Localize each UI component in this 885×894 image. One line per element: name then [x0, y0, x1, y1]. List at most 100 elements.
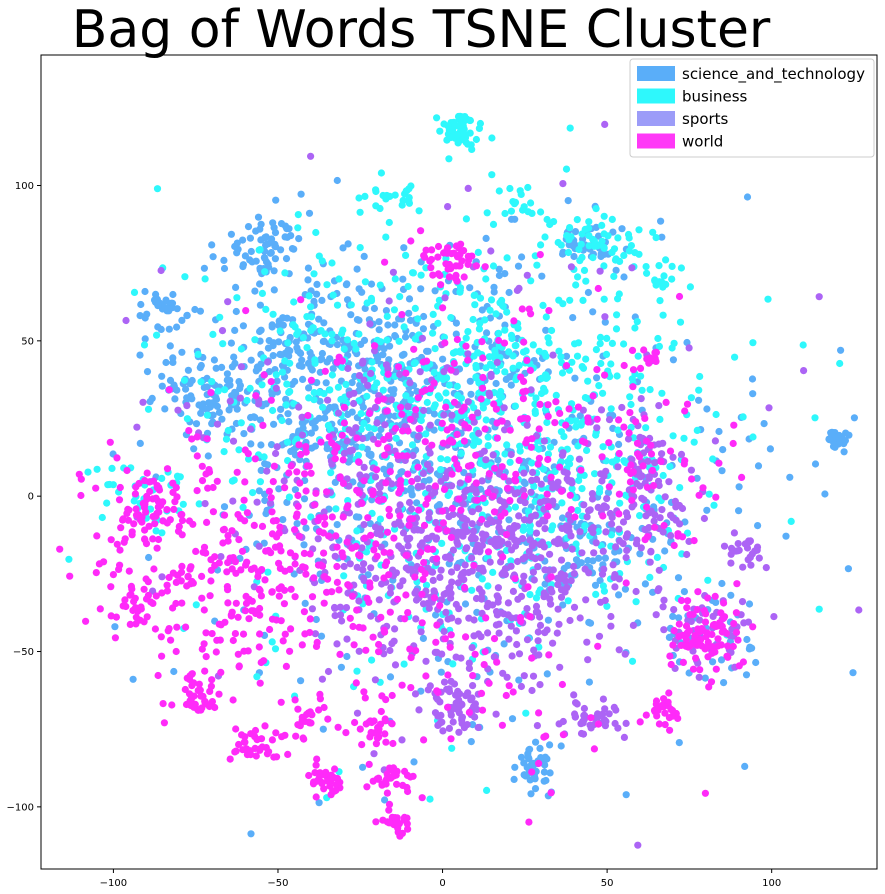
data-point: [403, 771, 412, 780]
data-point: [442, 608, 450, 617]
data-point: [479, 404, 487, 412]
data-point: [598, 237, 606, 245]
data-point: [535, 347, 543, 355]
data-point: [396, 481, 404, 489]
data-point: [328, 513, 336, 521]
data-point: [213, 477, 221, 485]
data-point: [584, 377, 592, 385]
data-point: [264, 344, 272, 352]
data-point: [523, 356, 531, 364]
data-point: [524, 753, 533, 762]
data-point: [207, 577, 215, 585]
data-point: [647, 450, 656, 458]
data-point: [98, 513, 106, 522]
data-point: [462, 215, 470, 223]
data-point: [383, 336, 391, 344]
data-point: [201, 275, 209, 283]
data-point: [333, 578, 341, 587]
data-point: [541, 755, 549, 764]
data-point: [639, 462, 647, 470]
data-point: [403, 535, 411, 543]
data-point: [829, 438, 837, 446]
data-point: [412, 587, 420, 595]
data-point: [368, 656, 376, 664]
data-point: [311, 359, 319, 367]
data-point: [454, 579, 462, 587]
data-point: [599, 547, 607, 555]
data-point: [478, 541, 486, 550]
data-point: [367, 369, 375, 378]
data-point: [331, 612, 339, 620]
data-point: [614, 426, 622, 434]
data-point: [590, 745, 599, 753]
data-point: [588, 490, 597, 498]
data-point: [223, 370, 231, 378]
data-point: [369, 435, 378, 443]
data-point: [224, 426, 232, 435]
data-point: [662, 256, 670, 264]
data-point: [598, 453, 606, 461]
data-point: [754, 462, 763, 470]
data-point: [209, 253, 217, 261]
data-point: [335, 275, 343, 283]
data-point: [338, 363, 346, 371]
data-point: [459, 500, 467, 508]
data-point: [623, 546, 631, 555]
data-point: [141, 335, 149, 343]
data-point: [356, 244, 364, 252]
data-point: [405, 566, 413, 574]
data-point: [437, 281, 445, 289]
data-point: [389, 772, 398, 780]
data-point: [353, 316, 361, 324]
data-point: [258, 289, 266, 297]
data-point: [256, 280, 264, 288]
data-point: [199, 548, 207, 556]
data-point: [468, 554, 476, 562]
data-point: [385, 800, 394, 809]
data-point: [521, 553, 529, 561]
data-point: [203, 435, 211, 443]
data-point: [594, 642, 602, 650]
data-point: [364, 514, 372, 522]
data-point: [220, 525, 228, 534]
data-point: [564, 248, 573, 257]
data-point: [231, 630, 239, 638]
data-point: [675, 739, 683, 747]
data-point: [281, 630, 289, 638]
data-point: [393, 780, 401, 788]
data-point: [247, 830, 255, 838]
data-point: [519, 486, 528, 494]
data-point: [359, 357, 367, 365]
data-point: [615, 449, 623, 458]
data-point: [268, 736, 276, 744]
data-point: [355, 489, 363, 497]
data-point: [683, 338, 691, 347]
data-point: [520, 672, 528, 680]
data-point: [320, 549, 328, 557]
data-point: [471, 301, 479, 309]
data-point: [399, 275, 407, 283]
data-point: [365, 450, 373, 459]
data-point: [402, 251, 410, 259]
data-point: [431, 709, 440, 717]
data-point: [326, 386, 334, 394]
data-point: [583, 446, 591, 454]
data-point: [437, 668, 445, 676]
data-point: [472, 373, 480, 381]
data-point: [250, 413, 258, 421]
data-point: [362, 548, 371, 556]
data-point: [844, 565, 853, 573]
data-point: [468, 586, 476, 594]
data-point: [471, 650, 479, 658]
data-point: [657, 217, 665, 225]
data-point: [396, 501, 404, 509]
data-point: [387, 584, 395, 592]
data-point: [181, 273, 189, 281]
data-point: [596, 333, 605, 341]
data-point: [313, 777, 321, 785]
data-point: [682, 642, 690, 650]
data-point: [396, 293, 404, 301]
data-point: [594, 720, 603, 728]
data-point: [339, 513, 347, 521]
data-point: [397, 521, 405, 529]
